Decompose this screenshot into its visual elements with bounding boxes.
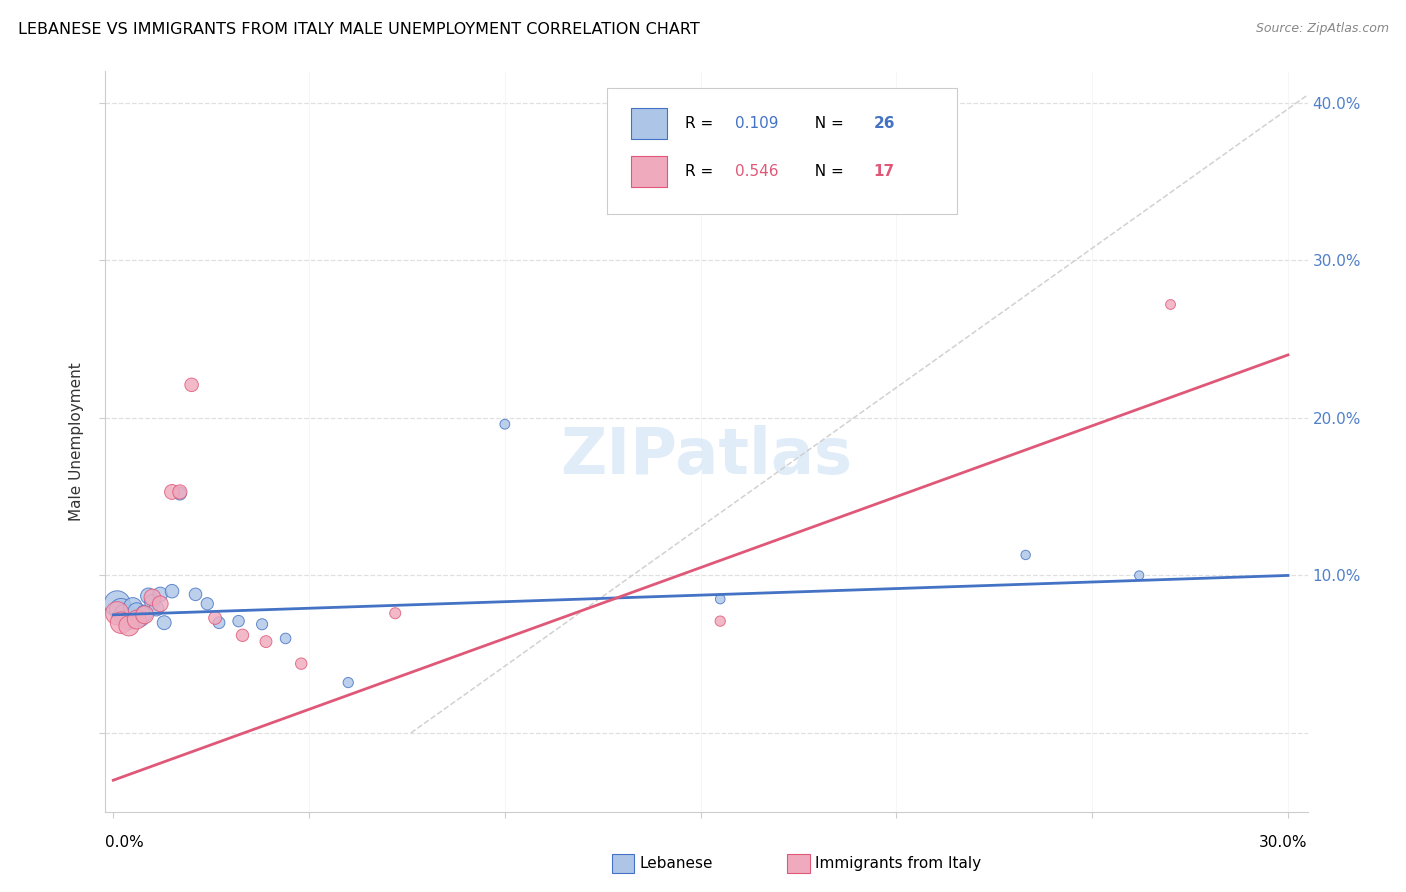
- Point: [1160, 297, 1182, 311]
- Point: [337, 675, 360, 690]
- Point: [125, 605, 148, 619]
- Text: N =: N =: [806, 164, 849, 178]
- Point: [118, 619, 141, 633]
- Point: [134, 607, 156, 622]
- Bar: [631, 156, 666, 186]
- Point: [494, 417, 516, 432]
- Point: [114, 607, 136, 622]
- Text: R =: R =: [685, 164, 718, 178]
- Point: [134, 606, 156, 620]
- Point: [129, 611, 152, 625]
- Y-axis label: Male Unemployment: Male Unemployment: [69, 362, 84, 521]
- Point: [110, 603, 132, 617]
- Point: [141, 591, 163, 605]
- Point: [274, 632, 297, 646]
- Point: [169, 485, 191, 500]
- Point: [1128, 568, 1150, 582]
- Point: [709, 592, 731, 607]
- Point: [110, 615, 132, 630]
- Point: [145, 601, 167, 615]
- Point: [153, 615, 176, 630]
- Point: [250, 617, 273, 632]
- Point: [231, 628, 253, 642]
- Point: [228, 614, 250, 628]
- Point: [105, 606, 128, 620]
- Point: [125, 613, 148, 627]
- Text: 30.0%: 30.0%: [1260, 836, 1308, 850]
- Text: 0.546: 0.546: [735, 164, 779, 178]
- Text: 26: 26: [873, 116, 896, 131]
- Point: [208, 615, 231, 630]
- Bar: [631, 108, 666, 139]
- Text: R =: R =: [685, 116, 718, 131]
- Point: [290, 657, 312, 671]
- Point: [180, 377, 202, 392]
- Point: [384, 606, 406, 620]
- Text: 17: 17: [873, 164, 894, 178]
- Text: LEBANESE VS IMMIGRANTS FROM ITALY MALE UNEMPLOYMENT CORRELATION CHART: LEBANESE VS IMMIGRANTS FROM ITALY MALE U…: [18, 22, 700, 37]
- Point: [121, 599, 143, 614]
- Point: [204, 611, 226, 625]
- Text: Source: ZipAtlas.com: Source: ZipAtlas.com: [1256, 22, 1389, 36]
- Text: Immigrants from Italy: Immigrants from Italy: [815, 856, 981, 871]
- Point: [160, 584, 183, 599]
- Text: 0.109: 0.109: [735, 116, 779, 131]
- Point: [254, 634, 277, 648]
- Point: [141, 595, 163, 609]
- Point: [160, 485, 183, 500]
- Text: N =: N =: [806, 116, 849, 131]
- Text: Lebanese: Lebanese: [640, 856, 713, 871]
- Point: [184, 587, 207, 601]
- Point: [149, 587, 172, 601]
- Point: [169, 486, 191, 500]
- Point: [138, 589, 160, 603]
- Point: [118, 613, 141, 627]
- Point: [149, 597, 172, 611]
- Point: [105, 597, 128, 611]
- Point: [709, 614, 731, 628]
- FancyBboxPatch shape: [607, 87, 956, 214]
- Point: [195, 597, 218, 611]
- Point: [1014, 548, 1036, 562]
- Text: ZIPatlas: ZIPatlas: [561, 425, 852, 487]
- Text: 0.0%: 0.0%: [105, 836, 145, 850]
